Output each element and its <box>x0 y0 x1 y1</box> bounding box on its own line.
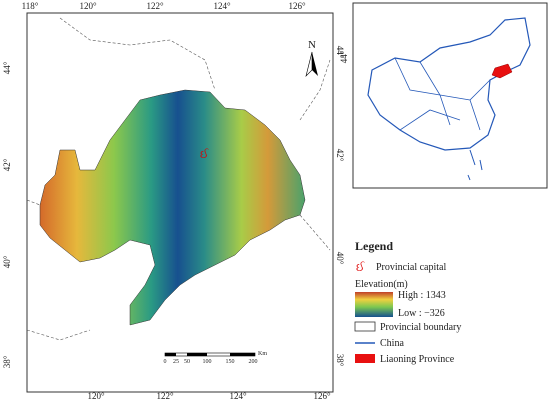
lon-label: 122° <box>156 391 174 401</box>
north-arrow-half <box>305 51 313 77</box>
scale-segment <box>165 353 176 356</box>
legend-label: China <box>380 338 404 349</box>
lon-label: 120° <box>79 1 97 11</box>
province-swatch <box>355 354 375 363</box>
liaoning-elevation <box>39 89 306 326</box>
scale-label: 200 <box>249 359 258 365</box>
scale-label: 150 <box>226 359 235 365</box>
lat-label: 38° <box>2 355 12 368</box>
legend: Legend ઈ Provincial capital Elevation(m)… <box>354 239 461 365</box>
capital-symbol: ઈ <box>200 148 209 161</box>
lat-label: 42° <box>2 158 12 171</box>
boundary-swatch <box>354 321 376 332</box>
lon-label: 122° <box>146 1 164 11</box>
scale-label: 100 <box>203 359 212 365</box>
province-lines <box>394 57 491 131</box>
main-map: ઈ N 0 25 50 100 150 200 Km 118° 120° 122… <box>2 1 345 401</box>
legend-label: High : 1343 <box>398 290 446 301</box>
lat-label: 38° <box>335 354 345 367</box>
legend-label: Provincial capital <box>376 262 446 273</box>
legend-label: Low : −326 <box>398 308 445 319</box>
lon-label: 124° <box>229 391 247 401</box>
scale-bar: 0 25 50 100 150 200 Km <box>164 351 268 365</box>
legend-label: Liaoning Province <box>380 354 455 365</box>
lat-label: 42° <box>335 149 345 162</box>
scale-label: 25 <box>173 359 179 365</box>
legend-title: Legend <box>355 239 393 253</box>
neighbor-boundaries <box>26 17 331 341</box>
lon-label: 118° <box>22 1 39 11</box>
lon-label: 120° <box>87 391 105 401</box>
lon-label: 124° <box>213 1 231 11</box>
inset-map: 44° <box>339 2 548 189</box>
lon-label: 126° <box>288 1 306 11</box>
north-arrow-half <box>312 52 318 76</box>
capital-icon: ઈ <box>356 261 365 274</box>
lat-label: 40° <box>2 255 12 268</box>
scale-segment <box>230 353 255 356</box>
scale-segment <box>187 353 207 356</box>
legend-label: Elevation(m) <box>355 279 408 290</box>
lon-label: 126° <box>313 391 331 401</box>
scale-unit: Km <box>258 351 267 357</box>
islands <box>467 149 483 181</box>
inset-lat-label: 44° <box>339 50 349 63</box>
north-arrow: N <box>305 39 318 77</box>
legend-label: Provincial boundary <box>380 322 461 333</box>
lat-label: 40° <box>335 252 345 265</box>
scale-label: 0 <box>164 359 167 365</box>
liaoning-highlight <box>491 63 513 79</box>
lat-label: 44° <box>2 61 12 74</box>
north-label: N <box>308 39 316 51</box>
lat-label: 44° <box>335 46 345 59</box>
elevation-ramp <box>355 292 393 317</box>
scale-label: 50 <box>184 359 190 365</box>
